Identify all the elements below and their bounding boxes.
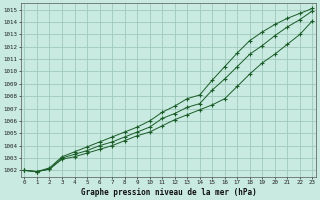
X-axis label: Graphe pression niveau de la mer (hPa): Graphe pression niveau de la mer (hPa) — [81, 188, 256, 197]
